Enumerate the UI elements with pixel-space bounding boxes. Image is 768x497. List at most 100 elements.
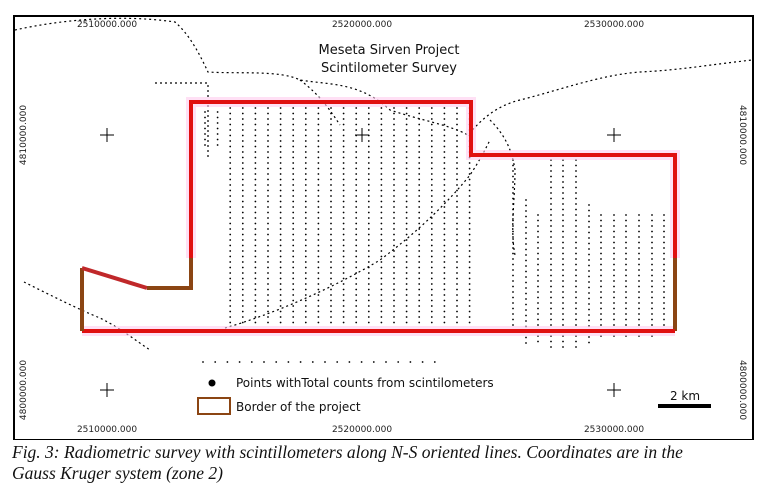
survey-point: [525, 298, 527, 300]
survey-point: [292, 228, 295, 230]
survey-point: [588, 297, 590, 300]
survey-point: [317, 261, 320, 263]
survey-point: [292, 305, 295, 307]
survey-point: [279, 140, 282, 142]
survey-point: [342, 200, 345, 203]
survey-point: [367, 123, 370, 126]
survey-point: [525, 248, 527, 251]
survey-point: [367, 211, 370, 214]
survey-point: [418, 151, 421, 153]
survey-point: [304, 123, 307, 126]
survey-point: [342, 145, 345, 148]
survey-point: [405, 118, 408, 120]
survey-point: [443, 228, 446, 230]
survey-point: [456, 222, 458, 225]
survey-point: [468, 283, 471, 285]
survey-point: [638, 291, 640, 293]
survey-point: [304, 189, 307, 192]
survey-point: [443, 123, 446, 126]
survey-point: [456, 299, 458, 302]
survey-point: [405, 151, 408, 153]
survey-point: [588, 259, 590, 261]
x-label: 2530000.000: [584, 20, 644, 30]
survey-point: [393, 316, 395, 318]
survey-point: [385, 361, 387, 363]
survey-point: [525, 237, 527, 240]
survey-point: [317, 107, 320, 109]
survey-point: [550, 230, 552, 233]
survey-point: [468, 316, 471, 318]
survey-point: [292, 244, 295, 247]
survey-point: [254, 162, 257, 164]
survey-point: [613, 291, 615, 293]
survey-point: [279, 266, 282, 269]
survey-point: [342, 123, 345, 126]
survey-point: [241, 239, 244, 241]
survey-point: [430, 244, 433, 247]
survey-point: [279, 162, 282, 164]
survey-point: [292, 189, 295, 192]
survey-point: [263, 361, 265, 363]
survey-point: [468, 277, 471, 280]
survey-point: [254, 266, 257, 269]
survey-point: [367, 151, 370, 153]
survey-point: [241, 321, 244, 324]
survey-point: [380, 140, 383, 142]
survey-point: [405, 145, 408, 148]
survey-point: [405, 134, 408, 137]
survey-point: [342, 173, 345, 175]
survey-point: [355, 222, 358, 225]
survey-point: [430, 134, 433, 137]
survey-point: [355, 272, 358, 274]
survey-point: [292, 217, 295, 219]
survey-point: [575, 219, 577, 222]
survey-point: [456, 156, 458, 159]
survey-point: [405, 129, 408, 131]
survey-point: [317, 189, 320, 192]
survey-point: [405, 266, 408, 269]
survey-point: [304, 162, 307, 164]
survey-point: [367, 228, 370, 230]
survey-point: [304, 151, 307, 153]
survey-point: [324, 361, 326, 363]
survey-point: [267, 239, 269, 241]
survey-point: [575, 324, 577, 326]
survey-point: [430, 233, 433, 236]
survey-point: [292, 112, 295, 115]
survey-point: [330, 288, 332, 291]
survey-point: [241, 162, 244, 164]
legend-label: Points withTotal counts from scintilomet…: [236, 376, 494, 390]
survey-point: [562, 225, 564, 227]
survey-point: [380, 178, 383, 181]
survey-point: [279, 316, 282, 318]
survey-point: [512, 241, 514, 244]
road: [14, 17, 753, 136]
survey-point: [525, 199, 527, 201]
survey-point: [537, 225, 539, 227]
survey-point: [525, 232, 527, 234]
survey-point: [430, 167, 433, 170]
survey-point: [613, 236, 615, 238]
survey-point: [430, 239, 433, 241]
survey-point: [330, 228, 332, 230]
survey-point: [330, 305, 332, 307]
survey-point: [562, 318, 564, 321]
survey-point: [418, 250, 421, 252]
survey-point: [372, 361, 375, 363]
survey-point: [575, 203, 577, 205]
survey-point: [317, 112, 320, 115]
survey-point: [216, 127, 219, 130]
survey-point: [512, 203, 514, 205]
survey-point: [405, 321, 408, 324]
survey-point: [575, 280, 577, 282]
survey-point: [330, 167, 332, 170]
survey-point: [418, 222, 421, 225]
survey-point: [525, 320, 527, 322]
survey-point: [304, 222, 307, 225]
survey-point: [304, 244, 307, 247]
survey-point: [405, 272, 408, 274]
survey-point: [651, 247, 653, 249]
survey-point: [287, 361, 290, 363]
survey-point: [254, 272, 257, 274]
survey-point: [355, 310, 358, 313]
